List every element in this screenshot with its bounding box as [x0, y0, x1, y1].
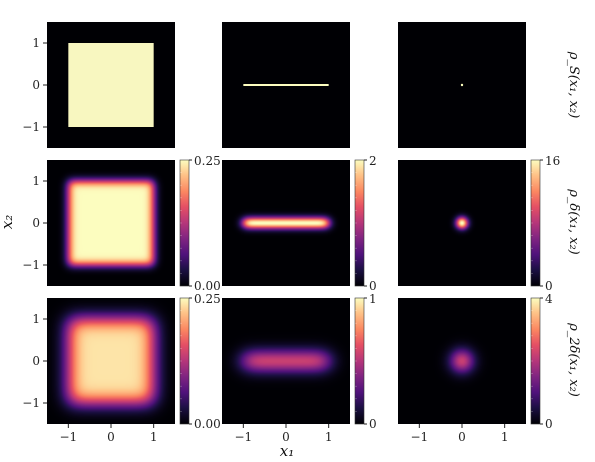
x-tick-label: 1 — [501, 430, 509, 444]
density-image — [47, 298, 175, 424]
y-tick-label: −1 — [22, 258, 40, 272]
colorbar-min-label: 0 — [369, 417, 377, 431]
density-image — [222, 298, 350, 424]
colorbar-gradient — [354, 159, 365, 287]
colorbar-square-row2: 0.25 0.00 — [179, 292, 221, 431]
panel-point-row0 — [398, 22, 526, 148]
density-image — [222, 160, 350, 286]
panel-square-row2 — [47, 298, 175, 424]
y-axis-label: x₂ — [0, 215, 16, 229]
x-tick-label: 0 — [282, 430, 290, 444]
density-image — [398, 298, 526, 424]
y-tick-label: 1 — [32, 312, 40, 326]
x-tick-label: 0 — [458, 430, 466, 444]
colorbar-min-label: 0 — [545, 279, 553, 293]
panel-point-row2 — [398, 298, 526, 424]
colorbar-gradient — [354, 297, 365, 425]
colorbar-max-label: 0.25 — [194, 292, 221, 306]
colorbar-point-row1: 16 0 — [530, 154, 560, 293]
y-tick-label: 1 — [32, 36, 40, 50]
colorbar-segment-row2: 10 — [354, 292, 377, 431]
row-label-rho-s: ρ_S(x₁, x₂) — [566, 51, 581, 119]
y-tick-label: 0 — [32, 354, 40, 368]
y-tick-label: −1 — [22, 120, 40, 134]
panel-segment-row1 — [222, 160, 350, 286]
colorbar-min-label: 0 — [545, 417, 553, 431]
colorbar-square-row1: 0.25 0.00 — [179, 154, 221, 293]
density-square — [68, 43, 154, 127]
density-image — [47, 160, 175, 286]
x-tick-label: 0 — [107, 430, 115, 444]
colorbar-min-label: 0 — [369, 279, 377, 293]
ticks-layer: −101−101−101−1 0 1 −1 0 1 −1 0 1 — [22, 36, 508, 444]
colorbar-max-label: 2 — [369, 154, 377, 168]
colorbar-gradient — [179, 159, 190, 287]
colorbar-max-label: 0.25 — [194, 154, 221, 168]
y-tick-label: 0 — [32, 216, 40, 230]
x-axis-label: x₁ — [280, 442, 294, 460]
panels-layer — [47, 22, 526, 424]
colorbar-segment-row1: 20 — [354, 154, 377, 293]
density-point — [460, 83, 464, 87]
x-tick-label: −1 — [59, 430, 77, 444]
colorbar-min-label: 0.00 — [194, 417, 221, 431]
x-tick-label: 1 — [325, 430, 333, 444]
colorbar-point-row2: 40 — [530, 292, 553, 431]
panel-segment-row0 — [222, 22, 350, 148]
colorbar-gradient — [530, 159, 541, 287]
colorbar-max-label: 4 — [545, 292, 553, 306]
panel-square-row1 — [47, 160, 175, 286]
y-tick-label: 1 — [32, 174, 40, 188]
colorbar-min-label: 0.00 — [194, 279, 221, 293]
colorbar-max-label: 16 — [545, 154, 560, 168]
colorbar-gradient — [179, 297, 190, 425]
density-image — [398, 160, 526, 286]
y-tick-label: 0 — [32, 78, 40, 92]
y-tick-label: −1 — [22, 396, 40, 410]
colorbar-max-label: 1 — [369, 292, 377, 306]
row-label-rho-delta: ρ_δ(x₁, x₂) — [566, 188, 581, 254]
panel-segment-row2 — [222, 298, 350, 424]
panel-point-row1 — [398, 160, 526, 286]
colorbar-gradient — [530, 297, 541, 425]
row-label-rho-2delta: ρ_2δ(x₁, x₂) — [566, 322, 581, 397]
panel-square-row0 — [47, 22, 175, 148]
x-tick-label: −1 — [234, 430, 252, 444]
x-tick-label: 1 — [150, 430, 158, 444]
x-tick-label: −1 — [410, 430, 428, 444]
